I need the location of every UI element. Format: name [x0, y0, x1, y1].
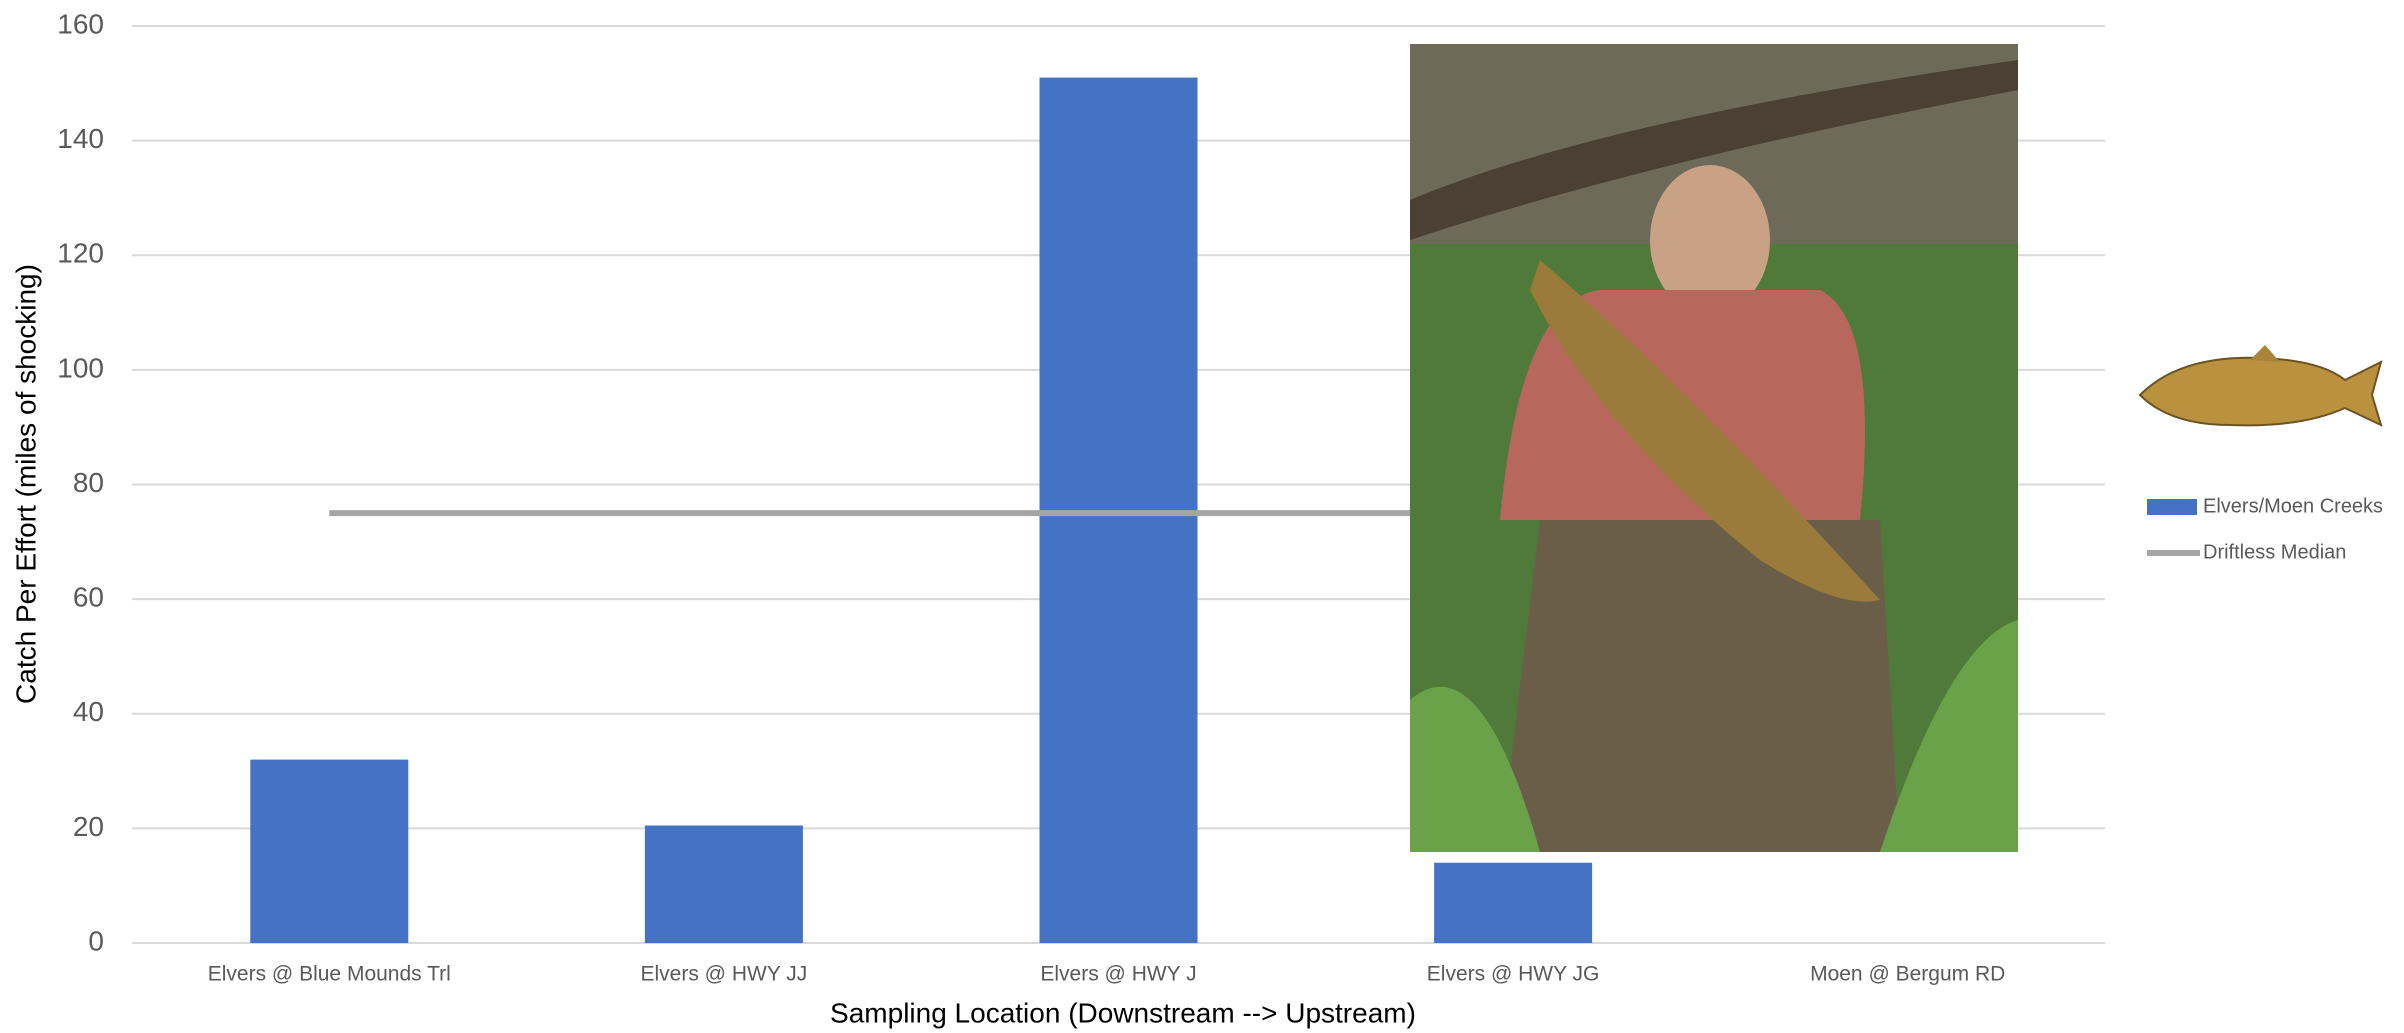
y-tick-label: 120: [57, 238, 104, 269]
x-tick-label: Elvers @ HWY JG: [1427, 963, 1600, 986]
y-tick-label: 80: [73, 467, 104, 498]
x-tick-label: Elvers @ Blue Mounds Trl: [208, 963, 451, 986]
photo-fish: [1530, 260, 1880, 602]
y-tick-label: 60: [73, 582, 104, 613]
legend-label: Elvers/Moen Creeks: [2203, 495, 2383, 517]
photo-head: [1650, 165, 1770, 315]
fish-icon: [2138, 345, 2383, 427]
bar: [250, 759, 409, 943]
legend-swatch: [2147, 499, 2197, 515]
legend-label: Driftless Median: [2203, 541, 2346, 563]
y-tick-label: 0: [88, 925, 104, 956]
bar: [1434, 862, 1593, 943]
bar: [644, 825, 803, 943]
photo: [1410, 44, 2018, 852]
photo-waders: [1500, 520, 1900, 852]
y-tick-label: 160: [57, 8, 104, 39]
photo-branch: [1410, 60, 2018, 240]
y-axis-title: Catch Per Effort (miles of shocking): [10, 264, 41, 704]
legend: Elvers/Moen Creeks Driftless Median: [2147, 495, 2383, 563]
y-tick-label: 20: [73, 811, 104, 842]
x-axis-title: Sampling Location (Downstream --> Upstre…: [830, 997, 1416, 1028]
x-tick-label: Elvers @ HWY JJ: [641, 963, 808, 986]
x-tick-label: Elvers @ HWY J: [1040, 963, 1196, 986]
y-tick-label: 140: [57, 123, 104, 154]
y-tick-label: 100: [57, 352, 104, 383]
x-tick-label: Moen @ Bergum RD: [1810, 963, 2005, 986]
plot-area: 0 20 40 60 80 100 120 140 160 Elvers @ Blue Mound…: [57, 8, 2105, 986]
photo-grass: [1410, 620, 2018, 852]
y-tick-label: 40: [73, 696, 104, 727]
